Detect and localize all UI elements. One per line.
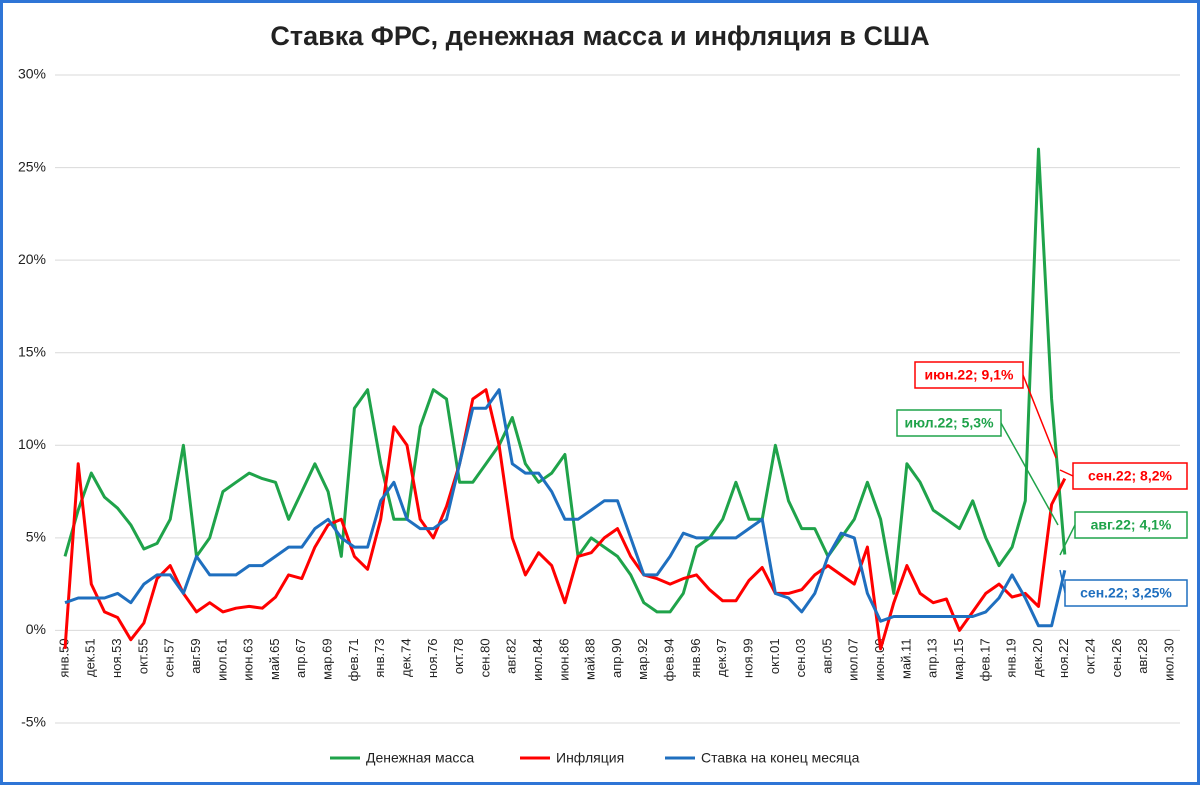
annotation-leader <box>1059 524 1076 556</box>
y-tick-label: 25% <box>18 158 46 174</box>
y-tick-label: 5% <box>26 529 46 545</box>
x-tick-label: мар.69 <box>320 638 335 679</box>
x-tick-label: окт.24 <box>1083 638 1098 674</box>
x-tick-label: май.11 <box>898 638 913 679</box>
x-tick-label: фев.94 <box>662 638 677 681</box>
y-tick-label: 30% <box>18 66 46 82</box>
series-line <box>63 388 1067 651</box>
y-tick-label: 0% <box>26 621 46 637</box>
x-tick-label: фев.17 <box>977 638 992 681</box>
series-line <box>64 388 1067 628</box>
annotation-leader <box>1059 469 1074 477</box>
annotation-box <box>896 409 1002 437</box>
x-tick-label: сен.03 <box>793 638 808 677</box>
x-tick-label: мар.15 <box>951 638 966 679</box>
x-tick-label: дек.74 <box>398 638 413 677</box>
x-tick-label: авг.28 <box>1135 638 1150 673</box>
x-tick-label: янв.19 <box>1004 638 1019 677</box>
x-tick-label: апр.67 <box>293 638 308 678</box>
x-tick-label: авг.82 <box>504 638 519 673</box>
annotation-box <box>1064 579 1188 607</box>
x-tick-label: май.65 <box>267 638 282 680</box>
x-tick-label: янв.96 <box>688 638 703 677</box>
x-tick-label: апр.90 <box>609 638 624 678</box>
x-tick-label: янв.50 <box>56 638 71 677</box>
chart-title: Ставка ФРС, денежная масса и инфляция в … <box>270 21 929 51</box>
x-tick-label: дек.97 <box>714 638 729 677</box>
x-tick-label: мар.92 <box>635 638 650 679</box>
x-tick-label: июн.86 <box>556 638 571 680</box>
x-tick-label: ноя.53 <box>109 638 124 678</box>
y-tick-label: -5% <box>21 714 46 730</box>
x-tick-label: окт.01 <box>767 638 782 674</box>
x-tick-label: апр.13 <box>925 638 940 678</box>
y-tick-label: 10% <box>18 436 46 452</box>
y-tick-label: 20% <box>18 251 46 267</box>
x-tick-label: июл.30 <box>1161 638 1176 680</box>
x-tick-label: авг.59 <box>188 638 203 673</box>
annotation-text: сен.22; 8,2% <box>1088 468 1173 484</box>
annotation-leader <box>1059 569 1066 594</box>
y-tick-label: 15% <box>18 343 46 359</box>
x-tick-label: окт.55 <box>135 638 150 674</box>
x-tick-label: ноя.22 <box>1056 638 1071 678</box>
x-tick-label: ноя.99 <box>740 638 755 678</box>
annotation-text: авг.22; 4,1% <box>1091 517 1172 533</box>
x-tick-label: июн.63 <box>241 638 256 680</box>
annotation-box <box>914 361 1024 389</box>
x-tick-label: ноя.76 <box>425 638 440 678</box>
x-tick-label: окт.78 <box>451 638 466 674</box>
x-tick-label: авг.05 <box>819 638 834 673</box>
x-tick-label: июл.61 <box>214 638 229 680</box>
x-tick-label: июн.09 <box>872 638 887 680</box>
x-tick-label: май.88 <box>583 638 598 680</box>
annotation-box <box>1074 511 1188 539</box>
annotation-text: июн.22; 9,1% <box>925 367 1014 383</box>
annotation-leader <box>1022 374 1057 459</box>
annotation-text: сен.22; 3,25% <box>1080 585 1172 601</box>
x-tick-label: июл.07 <box>846 638 861 680</box>
annotation-box <box>1072 462 1188 490</box>
x-tick-label: сен.57 <box>162 638 177 677</box>
x-tick-label: сен.80 <box>477 638 492 677</box>
legend-label: Денежная масса <box>366 750 474 766</box>
x-tick-label: янв.73 <box>372 638 387 677</box>
series-line <box>63 147 1067 614</box>
x-tick-label: дек.20 <box>1030 638 1045 677</box>
x-tick-label: июл.84 <box>530 638 545 680</box>
x-tick-label: сен.26 <box>1109 638 1124 677</box>
x-tick-label: дек.51 <box>83 638 98 677</box>
legend-label: Ставка на конец месяца <box>701 750 860 766</box>
x-tick-label: фев.71 <box>346 638 361 681</box>
annotation-text: июл.22; 5,3% <box>904 415 994 431</box>
annotation-leader <box>1000 422 1059 526</box>
legend-label: Инфляция <box>556 750 624 766</box>
